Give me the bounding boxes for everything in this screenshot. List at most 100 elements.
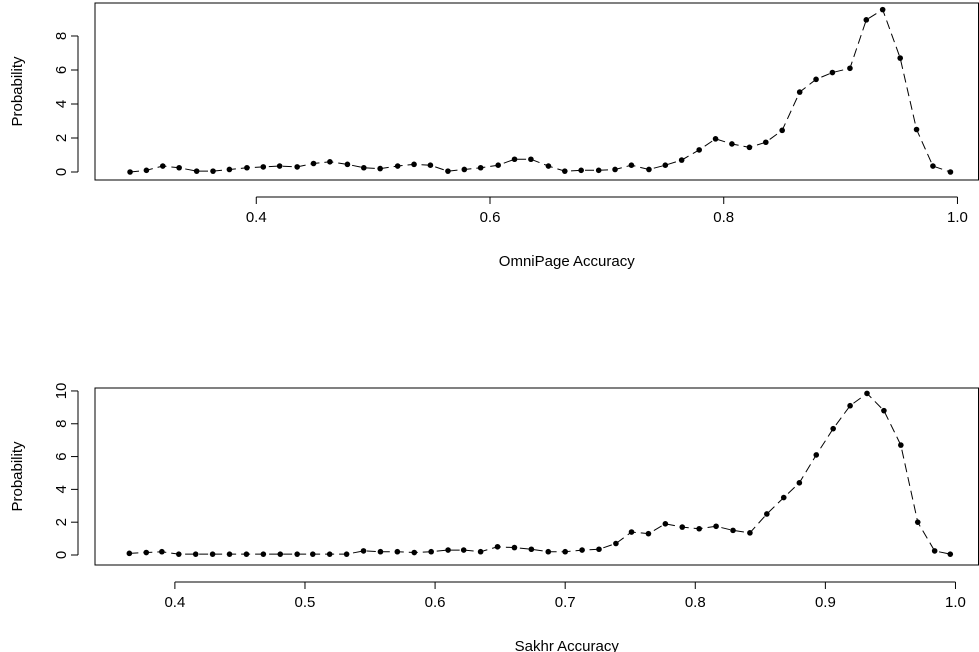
data-point	[713, 523, 719, 530]
data-point	[511, 544, 518, 551]
y-tick-label: 0	[53, 551, 70, 559]
data-point	[864, 390, 870, 397]
data-point	[528, 156, 534, 163]
data-point	[344, 161, 351, 168]
data-point	[528, 546, 535, 553]
data-point	[847, 402, 853, 409]
data-point	[360, 548, 367, 554]
plot-frame	[94, 387, 979, 566]
data-point	[175, 551, 182, 557]
x-axis-label: OmniPage Accuracy	[499, 253, 635, 270]
data-point	[730, 527, 736, 534]
data-point	[545, 548, 552, 555]
data-point	[226, 166, 233, 173]
data-point	[126, 550, 133, 557]
data-point	[411, 549, 418, 556]
data-point	[596, 546, 602, 553]
data-point	[309, 551, 316, 557]
data-point	[176, 164, 182, 171]
y-tick-label: 6	[53, 66, 70, 74]
y-axis-label: Probability	[9, 56, 26, 127]
data-point	[159, 163, 166, 169]
data-point	[613, 540, 619, 547]
data-point	[260, 164, 267, 170]
x-tick-label: 1.0	[947, 209, 968, 226]
data-point	[310, 160, 317, 167]
data-point	[461, 166, 468, 173]
data-point	[143, 167, 150, 174]
data-point	[562, 548, 568, 555]
data-point	[343, 551, 350, 557]
data-point	[143, 549, 150, 556]
x-tick-label: 0.5	[295, 594, 316, 611]
data-point	[192, 551, 199, 557]
data-point	[277, 551, 284, 557]
data-point	[914, 519, 921, 525]
data-point	[127, 169, 133, 175]
data-point	[645, 530, 652, 537]
x-axis-label: Sakhr Accuracy	[515, 638, 620, 652]
data-point	[428, 548, 434, 555]
y-tick-label: 4	[53, 100, 70, 108]
data-point	[662, 521, 669, 527]
data-line	[129, 392, 951, 555]
data-point	[830, 425, 836, 432]
data-point	[779, 127, 785, 134]
x-tick-label: 0.6	[480, 209, 501, 226]
data-point	[394, 548, 401, 555]
data-point	[495, 162, 501, 169]
data-point	[829, 69, 836, 76]
data-point	[764, 511, 770, 517]
data-point	[796, 89, 803, 95]
y-tick-label: 6	[53, 452, 70, 460]
data-point	[947, 169, 954, 175]
data-point	[477, 548, 484, 555]
data-point	[747, 530, 753, 536]
data-point	[930, 163, 936, 169]
y-tick-label: 2	[53, 518, 70, 526]
data-point	[612, 166, 618, 173]
data-point	[477, 164, 484, 171]
data-point	[863, 17, 870, 23]
data-point	[377, 548, 384, 555]
data-line	[130, 8, 951, 173]
y-tick-label: 8	[53, 420, 70, 428]
data-point	[947, 551, 954, 557]
data-point	[897, 55, 904, 61]
y-tick-label: 8	[53, 32, 70, 40]
data-point	[780, 494, 787, 501]
data-point	[294, 551, 300, 557]
data-point	[898, 442, 904, 448]
y-tick-label: 2	[53, 134, 70, 142]
data-point	[662, 162, 669, 169]
data-point	[210, 168, 216, 174]
x-tick-label: 0.8	[685, 594, 706, 611]
data-point	[813, 452, 820, 458]
data-point	[394, 163, 401, 169]
plot-frame	[94, 2, 979, 181]
data-point	[244, 164, 250, 171]
data-point	[696, 147, 702, 153]
data-point	[646, 166, 652, 173]
data-point	[511, 156, 518, 163]
x-tick-label: 0.6	[425, 594, 446, 611]
data-point	[226, 551, 233, 557]
y-axis-label: Probability	[9, 441, 26, 512]
data-point	[276, 163, 283, 169]
data-point	[931, 548, 938, 554]
data-point	[913, 126, 920, 133]
data-point	[712, 136, 719, 142]
data-point	[243, 551, 250, 557]
data-point	[813, 76, 819, 83]
data-point	[294, 164, 300, 170]
y-tick-label: 4	[53, 485, 70, 493]
data-point	[159, 548, 165, 555]
data-point	[847, 65, 853, 72]
data-point	[193, 168, 200, 174]
x-tick-label: 0.4	[164, 594, 185, 611]
data-point	[729, 141, 735, 147]
data-point	[377, 165, 383, 172]
x-tick-label: 0.8	[713, 209, 734, 226]
data-point	[763, 139, 769, 146]
